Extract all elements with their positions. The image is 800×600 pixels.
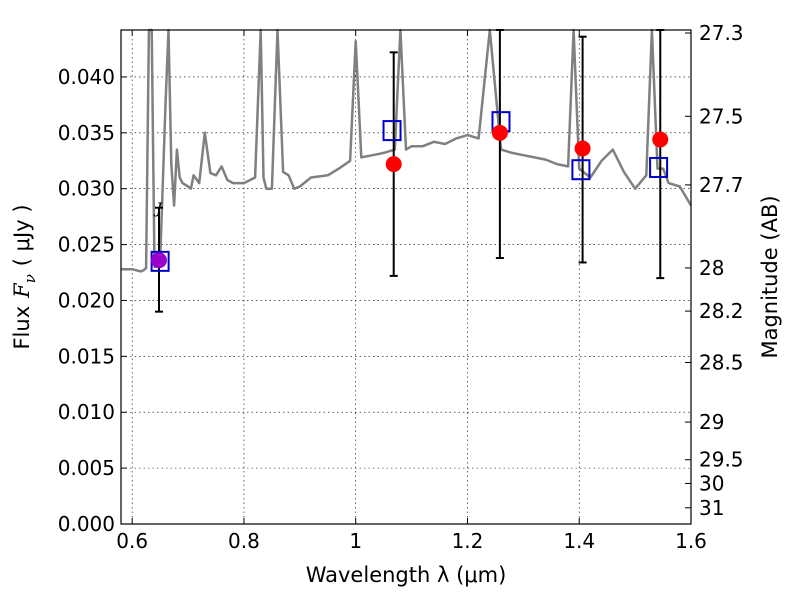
observed-point bbox=[491, 124, 508, 141]
axis-ticks: 0.6 0.8 1 1.2 1.4 1.6 0.000 0.005 0.010 0.015 0.02… bbox=[58, 21, 744, 553]
model-spectrum bbox=[121, 28, 693, 273]
y-tick-label: 0.040 bbox=[58, 65, 115, 89]
data-points: J bbox=[150, 111, 669, 272]
observed-point bbox=[385, 156, 402, 173]
model-band-square bbox=[382, 120, 402, 142]
y-axis-label-symbol: F bbox=[10, 282, 34, 299]
error-bars bbox=[155, 29, 665, 313]
observed-point bbox=[574, 140, 591, 157]
magnitude-tick-label: 27.3 bbox=[699, 21, 744, 45]
model-band-square bbox=[571, 159, 591, 181]
magnitude-tick-label: 29 bbox=[699, 410, 724, 434]
plot-frame bbox=[120, 29, 692, 525]
x-tick-label: 1 bbox=[349, 529, 362, 553]
y-tick-label: 0.000 bbox=[58, 512, 115, 536]
band-annotation: J bbox=[153, 199, 163, 217]
y-tick-label: 0.035 bbox=[58, 121, 115, 145]
magnitude-tick-label: 28.5 bbox=[699, 351, 744, 375]
magnitude-tick-label: 28.2 bbox=[699, 299, 744, 323]
magnitude-tick-label: 31 bbox=[699, 496, 724, 520]
magnitude-tick-label: 29.5 bbox=[699, 448, 744, 472]
magnitude-axis-label: Magnitude (AB) bbox=[758, 195, 782, 358]
observed-point bbox=[151, 252, 167, 269]
x-tick-label: 1.6 bbox=[675, 529, 707, 553]
y-tick-label: 0.010 bbox=[58, 400, 115, 424]
observed-point bbox=[652, 131, 669, 148]
x-tick-label: 0.8 bbox=[228, 529, 260, 553]
x-axis-label: Wavelength λ (μm) bbox=[306, 563, 507, 587]
y-axis-label-suffix: ( μJy ) bbox=[10, 204, 34, 266]
y-axis-label-prefix: Flux bbox=[10, 306, 34, 350]
y-tick-label: 0.030 bbox=[58, 177, 115, 201]
y-tick-label: 0.025 bbox=[58, 233, 115, 257]
magnitude-tick-label: 27.5 bbox=[699, 104, 744, 128]
y-axis-label: Flux Fν ( μJy ) bbox=[10, 204, 39, 349]
y-tick-label: 0.015 bbox=[58, 344, 115, 368]
x-tick-label: 1.4 bbox=[563, 529, 595, 553]
x-tick-label: 1.2 bbox=[452, 529, 484, 553]
magnitude-tick-label: 28 bbox=[699, 256, 724, 280]
y-tick-label: 0.005 bbox=[58, 456, 115, 480]
y-tick-label: 0.020 bbox=[58, 288, 115, 312]
spectrum-line bbox=[121, 28, 693, 273]
y-axis-label-subscript: ν bbox=[21, 274, 39, 283]
grid bbox=[121, 30, 692, 525]
model-band-square bbox=[649, 156, 669, 178]
magnitude-tick-label: 30 bbox=[699, 471, 724, 495]
magnitude-tick-label: 27.7 bbox=[699, 173, 744, 197]
x-tick-label: 0.6 bbox=[116, 529, 148, 553]
